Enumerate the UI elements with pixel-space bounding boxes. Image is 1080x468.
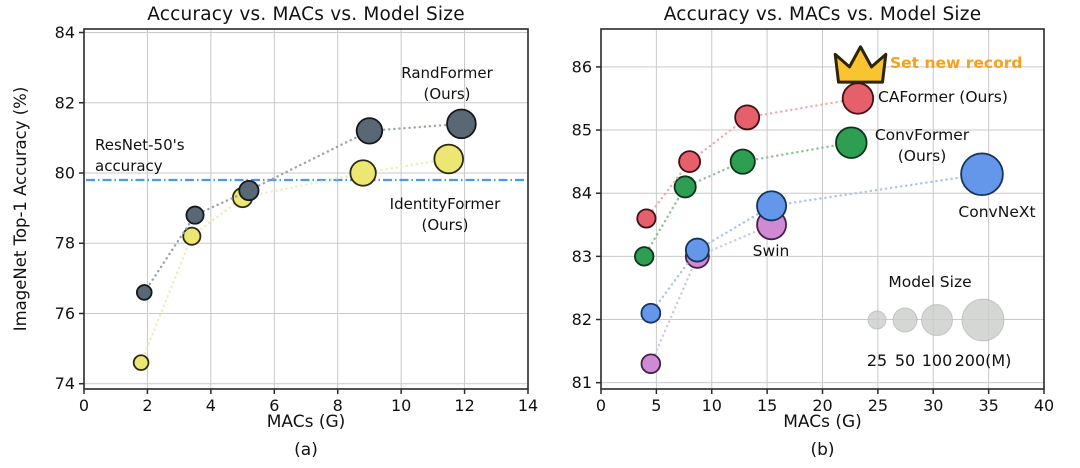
y-tick-label: 76 (55, 304, 75, 323)
x-tick-label: 2 (142, 396, 152, 415)
model-size-legend-bubble (961, 298, 1005, 342)
y-tick-label: 84 (572, 184, 592, 203)
x-tick-label: 5 (651, 396, 661, 415)
x-tick-label: 20 (812, 396, 832, 415)
identityformer-ours-data-point (349, 159, 377, 187)
x-tick-label: 6 (269, 396, 279, 415)
convformer-label: ConvFormer (875, 126, 970, 144)
identityformer-ours-data-point (132, 354, 150, 371)
convformer-label: (Ours) (898, 147, 947, 165)
x-tick-label: 8 (333, 396, 343, 415)
caformer-ours-data-point (636, 208, 657, 229)
model-size-legend-value: 100 (922, 351, 953, 370)
caformer-ours-data-point (841, 82, 875, 115)
x-tick-label: 35 (978, 396, 998, 415)
convnext-data-point (640, 302, 662, 324)
model-size-label: Model Size (888, 273, 971, 291)
x-tick-label: 0 (596, 396, 606, 415)
model-size-legend-bubble (867, 310, 887, 330)
y-tick-label: 84 (55, 23, 75, 42)
caformer-ours-data-point (678, 150, 701, 174)
resnet50-accuracy-label: accuracy (95, 157, 163, 175)
y-tick-label: 78 (55, 234, 75, 253)
convnext-trend-line (649, 173, 984, 315)
caformer-label: CAFormer (Ours) (878, 88, 1008, 106)
x-tick-label: 0 (79, 396, 89, 415)
resnet50-accuracy-label: ResNet-50's (95, 136, 185, 154)
y-tick-label: 82 (572, 310, 592, 329)
convformer-ours-data-point (729, 148, 756, 175)
randformer-ours-data-point (446, 108, 477, 140)
x-tick-label: 30 (923, 396, 943, 415)
x-tick-label: 4 (206, 396, 216, 415)
plot-area (84, 29, 528, 389)
y-tick-label: 83 (572, 247, 592, 266)
caformer-ours-trend-line (645, 97, 860, 220)
identityformer-label: IdentityFormer (390, 195, 502, 213)
convformer-ours-data-point (835, 126, 868, 159)
convformer-ours-data-point (634, 246, 655, 267)
x-tick-label: 14 (518, 396, 538, 415)
randformer-ours-trend-line (143, 122, 463, 294)
record-label: Set new record (890, 54, 1022, 72)
randformer-ours-data-point (355, 117, 384, 145)
convnext-data-point (756, 190, 788, 222)
randformer-label: (Ours) (424, 85, 471, 103)
x-tick-label: 10 (702, 396, 722, 415)
crown-icon (833, 45, 888, 84)
y-tick-label: 80 (55, 164, 75, 183)
randformer-ours-data-point (185, 205, 205, 225)
convformer-ours-data-point (673, 175, 697, 199)
chart-a-y-axis-label: ImageNet Top-1 Accuracy (%) (11, 86, 30, 332)
chart-panel-a: ResNet-50's accuracy RandFormer (Ours) Ident… (55, 23, 539, 415)
y-tick-label: 74 (55, 374, 75, 393)
randformer-label: RandFormer (401, 64, 493, 82)
chart-a-x-axis-label: MACs (G) (266, 412, 346, 432)
caformer-ours-data-point (734, 104, 761, 131)
chart-b-title: Accuracy vs. MACs vs. Model Size (663, 4, 982, 25)
chart-b-x-axis-label: MACs (G) (783, 412, 862, 432)
chart-b-caption: (b) (810, 440, 835, 460)
swin-label: Swin (753, 242, 790, 260)
model-size-legend-bubble (892, 307, 918, 333)
randformer-ours-data-point (238, 180, 260, 202)
model-size-legend-value: 200(M) (955, 351, 1012, 370)
identityformer-ours-data-point (182, 226, 202, 246)
y-tick-label: 85 (572, 121, 592, 140)
x-tick-label: 10 (391, 396, 411, 415)
x-tick-label: 40 (1034, 396, 1054, 415)
y-tick-label: 82 (55, 93, 75, 112)
x-tick-label: 25 (868, 396, 888, 415)
swin-data-point (640, 353, 662, 374)
identityformer-label: (Ours) (422, 216, 469, 234)
randformer-ours-data-point (135, 284, 153, 301)
chart-a-caption: (a) (294, 440, 318, 460)
model-size-legend-value: 50 (895, 351, 915, 370)
x-tick-label: 15 (757, 396, 777, 415)
axes-frame (83, 28, 529, 390)
identityformer-ours-data-point (433, 143, 464, 175)
model-size-legend-bubble (921, 304, 953, 336)
convformer-ours-trend-line (642, 141, 853, 258)
convnext-label: ConvNeXt (958, 203, 1035, 221)
x-tick-label: 12 (454, 396, 474, 415)
convnext-data-point (684, 237, 710, 263)
y-tick-label: 81 (572, 373, 592, 392)
convnext-data-point (960, 152, 1004, 197)
model-size-legend-value: 25 (867, 351, 887, 370)
chart-a-title: Accuracy vs. MACs vs. Model Size (147, 4, 465, 25)
y-tick-label: 86 (572, 57, 592, 76)
